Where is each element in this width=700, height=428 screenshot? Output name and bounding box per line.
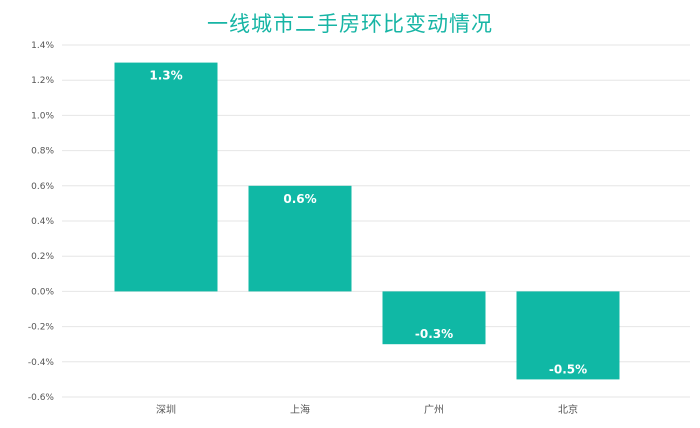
data-label: -0.3%	[415, 327, 453, 341]
y-tick-label: 0.4%	[31, 217, 54, 227]
y-tick-label: 0.6%	[31, 182, 54, 192]
bar	[114, 62, 218, 292]
y-tick-label: 1.2%	[31, 76, 54, 86]
data-label: 1.3%	[149, 69, 182, 83]
x-category-label: 深圳	[156, 404, 176, 416]
y-tick-label: 0.8%	[31, 147, 54, 157]
x-category-label: 北京	[558, 403, 578, 416]
y-tick-label: 1.4%	[31, 41, 54, 51]
y-tick-label: 0.0%	[31, 287, 54, 297]
bar	[248, 185, 352, 292]
data-label: 0.6%	[283, 192, 316, 206]
y-tick-label: -0.2%	[28, 323, 55, 333]
chart-title: 一线城市二手房环比变动情况	[207, 12, 493, 36]
y-tick-label: -0.4%	[28, 358, 55, 368]
y-tick-label: -0.6%	[28, 393, 55, 403]
y-tick-label: 1.0%	[31, 111, 54, 121]
y-tick-label: 0.2%	[31, 252, 54, 262]
x-category-label: 广州	[424, 404, 444, 416]
bar	[516, 291, 620, 380]
data-label: -0.5%	[549, 362, 587, 376]
bar	[382, 291, 486, 345]
x-category-label: 上海	[290, 403, 310, 416]
